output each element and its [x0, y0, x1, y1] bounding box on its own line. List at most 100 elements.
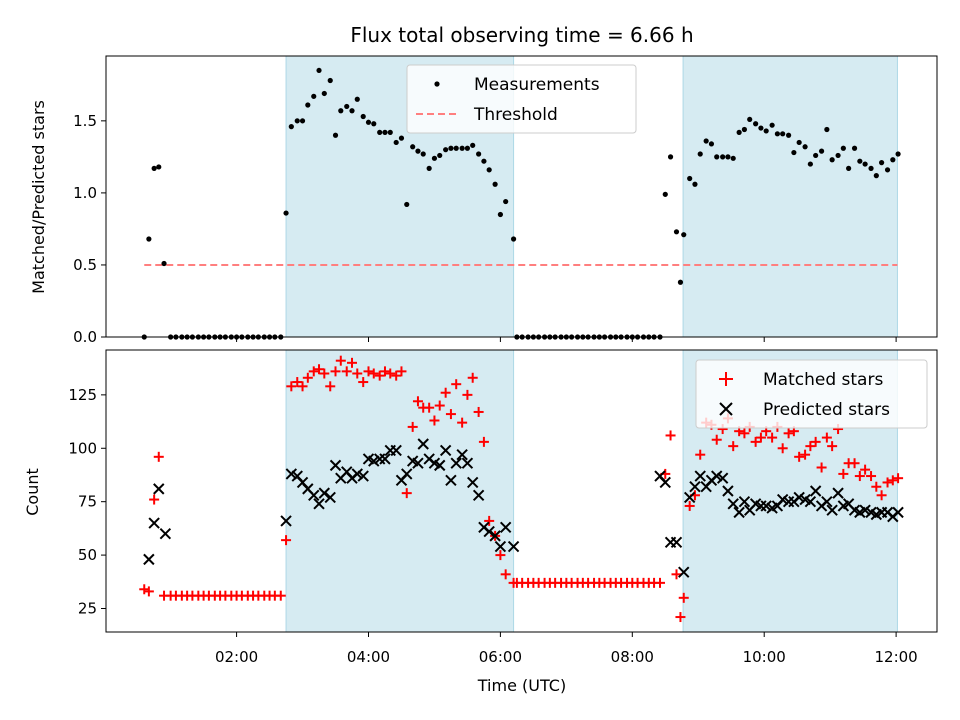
predicted-stars-point [313, 498, 325, 510]
matched-stars-point [893, 473, 904, 484]
count-legend: Matched stars Predicted stars [695, 359, 928, 429]
matched-stars-point [401, 488, 412, 499]
measurement-point [681, 232, 687, 238]
matched-stars-point [412, 396, 423, 407]
matched-stars-point [473, 406, 484, 417]
predicted-stars-point [683, 491, 696, 504]
matched-stars-point [139, 584, 150, 595]
measurement-point [299, 118, 306, 124]
measurement-point [151, 165, 157, 171]
measurement-point [890, 157, 896, 163]
measurement-point [311, 93, 317, 99]
matched-stars-point [319, 368, 330, 379]
matched-stars-point [860, 464, 871, 475]
measurement-point [791, 149, 797, 156]
legend-predicted-label: Predicted stars [763, 400, 890, 420]
chart-title: Flux total observing time = 6.66 h [350, 23, 693, 47]
matched-stars-point [871, 481, 882, 492]
legend-threshold-label: Threshold [473, 105, 558, 125]
predicted-stars-point [148, 517, 160, 529]
predicted-stars-point [738, 495, 751, 508]
measurement-point [873, 173, 879, 179]
measurement-point [415, 148, 421, 154]
matched-stars-point [671, 569, 682, 580]
x-tick-label: 06:00 [479, 648, 522, 666]
predicted-stars-point [434, 459, 446, 472]
matched-stars-point [462, 389, 473, 400]
matched-stars-point [849, 458, 860, 469]
shaded-interval-2 [682, 55, 898, 338]
matched-stars-point [314, 364, 325, 375]
predicted-stars-point [280, 515, 292, 527]
measurement-point [769, 122, 775, 128]
measurement-point [714, 154, 720, 160]
predicted-stars-point [689, 481, 701, 493]
measurement-point [802, 144, 808, 150]
y-tick-label: 75 [78, 493, 97, 511]
predicted-stars-point [439, 444, 452, 457]
measurement-point [443, 147, 449, 153]
matched-stars-point [478, 436, 489, 447]
ratio-panel: 0.0 0.5 1.0 1.5 Matched/Predicted stars Mea… [29, 55, 938, 346]
matched-stars-point [379, 366, 390, 377]
y-tick-label: 1.5 [73, 112, 97, 130]
matched-stars-point [434, 400, 445, 411]
y-tick-label: 0.5 [73, 256, 97, 274]
matched-stars-point [368, 368, 379, 379]
predicted-stars-point [412, 457, 424, 469]
matched-stars-point [330, 366, 341, 377]
matched-stars-point [854, 471, 865, 482]
measurement-point [677, 279, 684, 285]
x-axis-label: Time (UTC) [477, 676, 566, 695]
matched-stars-point [711, 434, 722, 445]
matched-stars-point [675, 612, 686, 623]
matched-stars-point [302, 372, 313, 383]
measurement-point [673, 229, 680, 235]
matched-stars-point [292, 377, 303, 388]
matched-stars-point [665, 430, 676, 441]
measurement-point [786, 132, 792, 138]
measurement-point [741, 126, 748, 133]
measurement-point [818, 148, 825, 154]
matched-stars-point [297, 381, 308, 392]
measurement-point [283, 210, 289, 216]
predicted-stars-point [499, 521, 512, 534]
predicted-stars-points [143, 438, 904, 578]
measurement-point [365, 119, 372, 125]
y-tick-label: 50 [78, 546, 97, 564]
x-tick-label: 02:00 [215, 648, 258, 666]
measurement-point [497, 211, 503, 218]
predicted-stars-point [804, 495, 817, 508]
measurement-point [464, 145, 471, 151]
count-y-ticks: 25 50 75 100 125 [68, 386, 106, 618]
matched-stars-point [783, 428, 794, 439]
y-tick-label: 100 [68, 439, 97, 457]
matched-stars-point [286, 381, 297, 392]
matched-stars-point [816, 462, 827, 473]
measurement-point [763, 128, 769, 134]
matched-stars-point [750, 436, 761, 447]
predicted-stars-point [159, 528, 172, 540]
measurement-point [410, 144, 416, 150]
measurement-point [327, 77, 333, 84]
matched-stars-point [794, 451, 805, 462]
measurement-point [510, 236, 517, 242]
matched-stars-point [341, 366, 352, 377]
matched-stars-point [407, 421, 418, 432]
measurement-point [687, 175, 693, 182]
measurement-point [393, 139, 399, 146]
predicted-stars-point [417, 438, 429, 450]
legend-measurements-label: Measurements [474, 75, 600, 95]
x-tick-label: 08:00 [611, 648, 654, 666]
count-x-ticks: 02:00 04:00 06:00 08:00 10:00 12:00 [215, 632, 918, 666]
measurement-point [459, 145, 465, 151]
matched-stars-point [876, 490, 887, 501]
predicted-stars-point [722, 485, 734, 497]
measurement-point [294, 118, 300, 124]
matched-stars-point [484, 515, 495, 526]
measurement-point [332, 132, 339, 138]
matched-stars-point [739, 428, 750, 439]
matched-stars-point [887, 475, 898, 486]
matched-stars-point [143, 586, 154, 597]
measurement-point [774, 131, 780, 137]
